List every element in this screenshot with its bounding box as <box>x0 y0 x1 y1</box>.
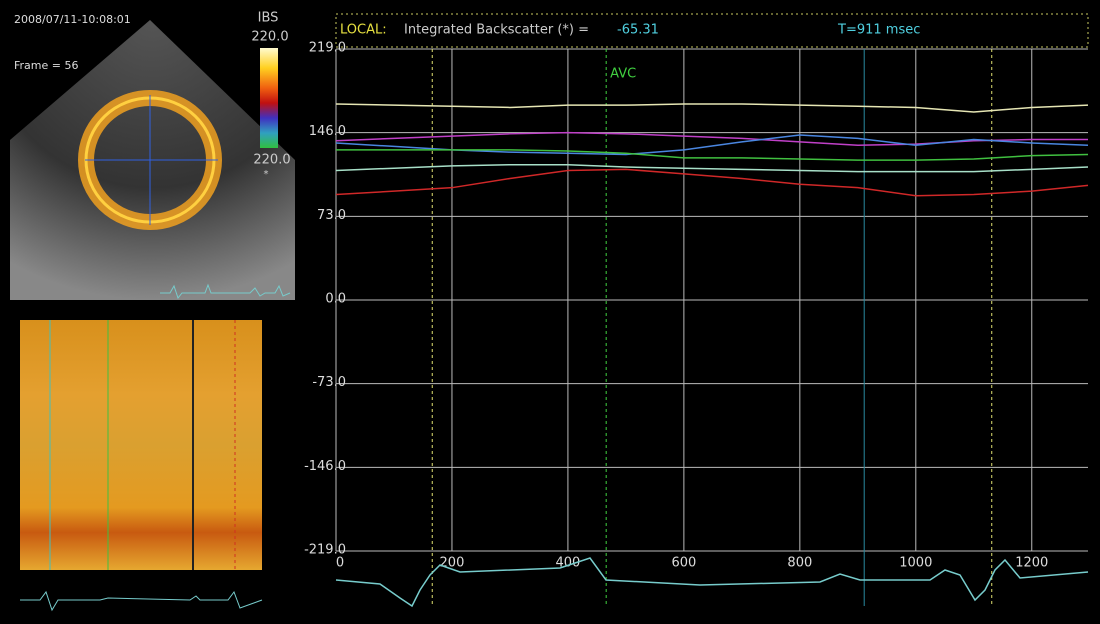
y-tick-label: -146.0 <box>304 459 346 474</box>
header-value: -65.31 <box>617 23 659 38</box>
header-mode: LOCAL: <box>340 23 387 38</box>
page: 2008/07/11-10:08:01 Frame = 56 IBS 220.0… <box>0 0 1100 620</box>
x-tick-label: 200 <box>440 556 465 571</box>
mmode-image <box>20 320 262 570</box>
series-line <box>336 165 1088 172</box>
y-tick-label: 73.0 <box>317 208 346 223</box>
header-time: T=911 msec <box>837 23 920 38</box>
y-tick-label: 146.0 <box>309 124 346 139</box>
y-tick-label: -73.0 <box>312 375 346 390</box>
event-label: AVC <box>610 67 636 82</box>
series-line <box>336 150 1088 160</box>
screen: 2008/07/11-10:08:01 Frame = 56 IBS 220.0… <box>0 0 1100 620</box>
header-measure: Integrated Backscatter (*) = <box>404 23 589 38</box>
series-line <box>336 104 1088 112</box>
x-tick-label: 1200 <box>1015 556 1048 571</box>
timestamp: 2008/07/11-10:08:01 <box>14 13 131 26</box>
colorbar-title: IBS <box>258 11 279 26</box>
x-tick-label: 600 <box>671 556 696 571</box>
series-line <box>336 169 1088 195</box>
colorbar-top: 220.0 <box>251 30 288 45</box>
colorbar-bottom: 220.0 <box>253 153 290 168</box>
colorbar-unit: * <box>264 169 269 180</box>
frame-label: Frame = 56 <box>14 59 78 72</box>
x-tick-label: 1000 <box>899 556 932 571</box>
x-tick-label: 800 <box>787 556 812 571</box>
colorbar <box>260 48 278 148</box>
ecg-trace <box>20 592 262 610</box>
x-tick-label: 0 <box>336 556 344 571</box>
y-tick-label: 219.0 <box>309 41 346 56</box>
